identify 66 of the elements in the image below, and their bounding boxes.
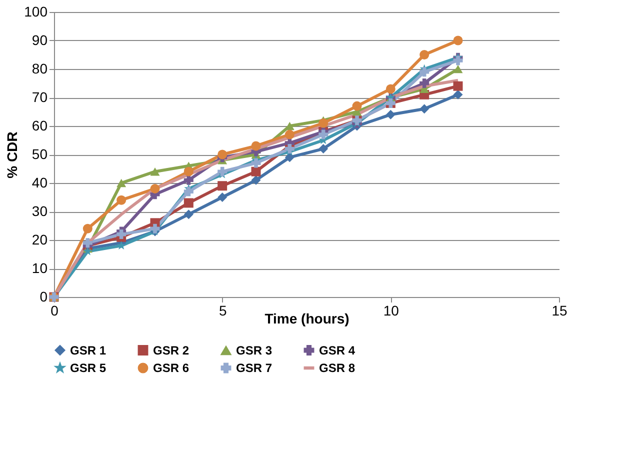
point	[82, 238, 92, 248]
point	[284, 152, 294, 162]
point	[184, 175, 194, 185]
point	[218, 166, 228, 176]
y-tick-label: 80	[32, 60, 48, 76]
point	[318, 118, 328, 128]
y-tick-label: 60	[32, 118, 48, 134]
point	[453, 81, 463, 91]
y-axis-title: % CDR	[4, 132, 20, 178]
point	[251, 158, 261, 168]
legend-label: GSR 3	[236, 344, 272, 358]
x-tick-label: 0	[50, 302, 59, 318]
point	[453, 64, 463, 74]
point	[453, 56, 463, 66]
point	[184, 166, 194, 176]
legend-label: GSR 1	[70, 343, 106, 358]
point	[453, 90, 463, 100]
y-tick-label: 20	[32, 232, 48, 248]
point	[116, 240, 126, 250]
point	[386, 110, 396, 120]
point	[352, 101, 362, 111]
legend-label: GSR 8	[319, 361, 356, 375]
point	[116, 195, 126, 205]
legend-label: GSR 4	[319, 343, 356, 358]
y-tick-label: 50	[32, 146, 48, 162]
x-tick-label: 15	[552, 302, 568, 318]
point	[116, 178, 126, 188]
y-tick-label: 40	[32, 174, 48, 190]
point	[218, 192, 228, 202]
legend-label: GSR 6	[153, 361, 190, 375]
point	[218, 150, 228, 160]
point	[184, 186, 194, 196]
point	[150, 184, 160, 194]
point	[251, 141, 261, 151]
point	[150, 224, 160, 234]
x-tick-label: 10	[383, 302, 400, 318]
legend-label: GSR 2	[153, 343, 190, 358]
point	[82, 224, 92, 234]
point	[453, 36, 463, 46]
point	[284, 144, 294, 154]
point	[284, 130, 294, 140]
point	[184, 210, 194, 220]
point	[116, 230, 126, 240]
point	[251, 175, 261, 185]
point	[318, 144, 328, 154]
point	[318, 130, 328, 140]
point	[83, 246, 92, 256]
point	[150, 167, 160, 176]
y-tick-label: 0	[40, 288, 48, 304]
legend-label: GSR 7	[236, 361, 272, 375]
x-axis-title: Time (hours)	[264, 310, 350, 326]
point	[420, 78, 430, 88]
y-tick-label: 100	[24, 4, 48, 20]
legend-label: GSR 5	[70, 361, 106, 375]
point	[184, 198, 194, 208]
y-tick-label: 30	[32, 203, 48, 219]
point	[218, 181, 228, 191]
point	[420, 104, 430, 114]
point	[386, 84, 396, 94]
point	[420, 67, 430, 77]
y-tick-label: 10	[32, 260, 48, 276]
y-tick-label: 70	[32, 89, 48, 105]
point	[251, 166, 261, 176]
x-tick-label: 5	[218, 302, 227, 318]
point	[420, 50, 430, 60]
y-tick-label: 90	[32, 32, 48, 48]
